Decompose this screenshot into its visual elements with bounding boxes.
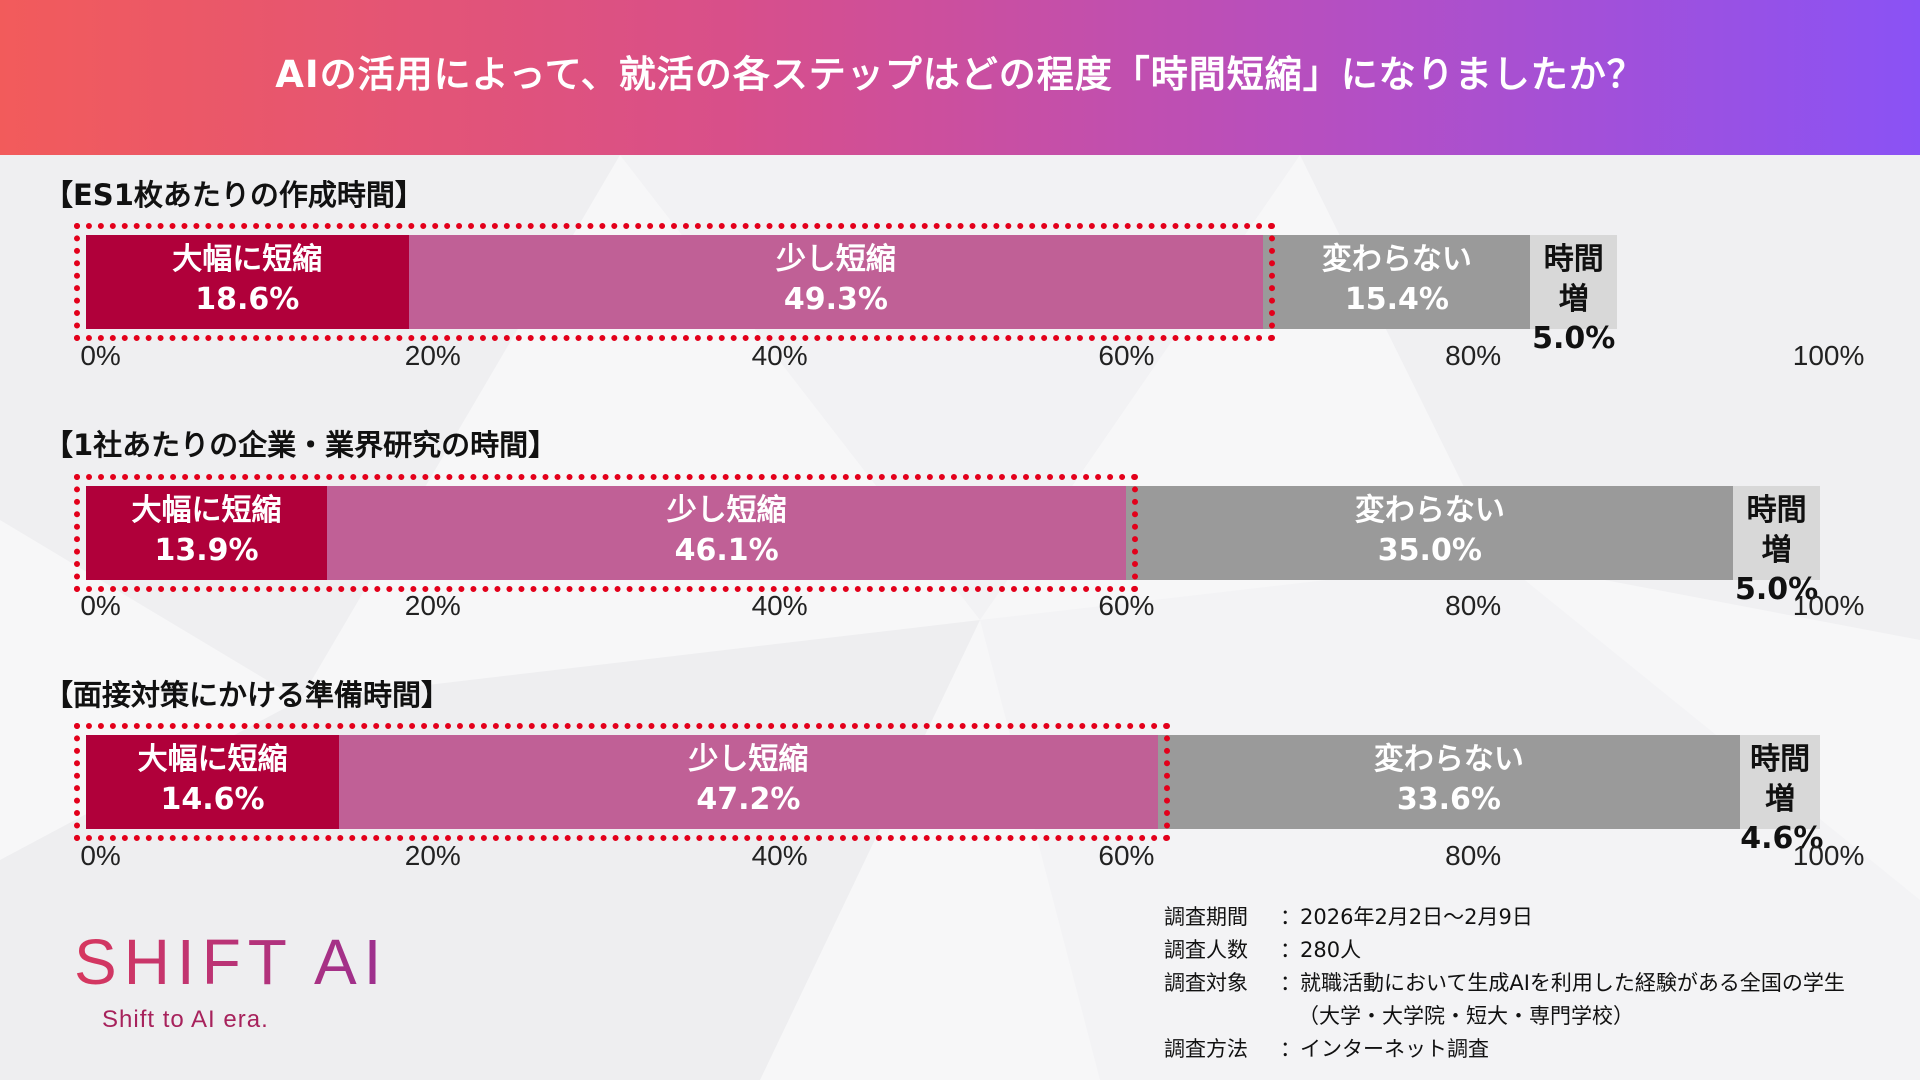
chart-main-title: AIの活用によって、就活の各ステップはどの程度「時間短縮」になりましたか？ xyxy=(275,53,1645,96)
chart-1-segment-slight-reduction: 少し短縮 49.3% xyxy=(408,235,1264,329)
chart-2-segment-slight-reduction: 少し短縮 46.1% xyxy=(327,486,1127,580)
note-value: 2026年2月2日〜2月9日 xyxy=(1300,904,1533,929)
x-tick-label: 20% xyxy=(404,340,461,371)
x-tick-label: 20% xyxy=(404,590,461,621)
chart-1-title: 【ES1枚あたりの作成時間】 xyxy=(44,178,424,212)
segment-value: 46.1% xyxy=(674,532,779,568)
survey-notes: 調査期間： 2026年2月2日〜2月9日 調査人数： 280人 調査対象：就職活動に… xyxy=(1164,899,1845,1064)
segment-label: 少し短縮 xyxy=(775,242,896,277)
chart-2-reduction-highlight xyxy=(74,474,1139,592)
note-value: 就職活動において生成AIを利用した経験がある全国の学生 xyxy=(1300,970,1845,995)
segment-value: 13.9% xyxy=(154,532,259,568)
segment-label: 少し短縮 xyxy=(666,493,787,528)
segment-label: 大幅に短縮 xyxy=(172,242,323,277)
segment-value: 33.6% xyxy=(1396,781,1501,817)
x-tick-label: 80% xyxy=(1445,340,1502,371)
x-tick-label: 20% xyxy=(404,840,461,871)
x-tick-label: 100% xyxy=(1792,840,1865,871)
chart-3-x-axis: 0% 20% 40% 60% 80% 100% xyxy=(80,840,1864,874)
chart-2-segment-time-increase: 時間増 5.0% xyxy=(1733,486,1820,607)
segment-value: 5.0% xyxy=(1735,572,1819,608)
chart-3-segment-slight-reduction: 少し短縮 47.2% xyxy=(339,735,1158,829)
segment-value: 18.6% xyxy=(195,281,300,317)
note-value: インターネット調査 xyxy=(1300,1036,1489,1061)
chart-1-segment-no-change: 変わらない 15.4% xyxy=(1263,235,1531,329)
x-tick-label: 40% xyxy=(751,840,808,871)
note-key: 調査対象 xyxy=(1164,970,1248,995)
segment-label: 時間増 xyxy=(1746,493,1807,568)
chart-1-segment-time-increase: 時間増 5.0% xyxy=(1530,235,1618,356)
chart-2-stacked-bar: 大幅に短縮 13.9% 少し短縮 46.1% 変わらない 35.0% 時間増 5.0% xyxy=(74,474,1820,607)
chart-3-title: 【面接対策にかける準備時間】 xyxy=(44,678,451,712)
note-row-period: 調査期間： 2026年2月2日〜2月9日 xyxy=(1164,899,1845,932)
chart-3-segment-time-increase: 時間増 4.6% xyxy=(1740,735,1823,856)
chart-3-segment-no-change: 変わらない 33.6% xyxy=(1157,735,1741,829)
segment-value: 35.0% xyxy=(1377,532,1482,568)
segment-value: 15.4% xyxy=(1344,281,1449,317)
segment-label: 大幅に短縮 xyxy=(137,742,288,777)
note-value: （大学・大学院・短大・専門学校） xyxy=(1298,1003,1634,1028)
segment-value: 4.6% xyxy=(1740,821,1824,857)
logo-wordmark: SHIFT AI xyxy=(74,926,389,998)
chart-2-segment-no-change: 変わらない 35.0% xyxy=(1126,486,1734,580)
chart-1-segment-major-reduction: 大幅に短縮 18.6% xyxy=(86,235,409,329)
chart-2-segment-major-reduction: 大幅に短縮 13.9% xyxy=(86,486,328,580)
chart-3-stacked-bar: 大幅に短縮 14.6% 少し短縮 47.2% 変わらない 33.6% 時間増 4.6% xyxy=(74,723,1823,856)
shift-ai-logo: SHIFT AI Shift to AI era. xyxy=(74,930,388,1034)
x-tick-label: 80% xyxy=(1445,590,1502,621)
segment-value: 14.6% xyxy=(160,781,265,817)
x-tick-label: 0% xyxy=(80,340,121,371)
segment-value: 49.3% xyxy=(783,281,888,317)
x-tick-label: 60% xyxy=(1098,590,1155,621)
header-banner: AIの活用によって、就活の各ステップはどの程度「時間短縮」になりましたか？ xyxy=(0,0,1920,155)
x-tick-label: 0% xyxy=(80,590,121,621)
x-tick-label: 0% xyxy=(80,840,121,871)
note-value: 280人 xyxy=(1300,937,1362,962)
note-row-count: 調査人数： 280人 xyxy=(1164,932,1845,965)
note-row-target: 調査対象：就職活動において生成AIを利用した経験がある全国の学生 xyxy=(1164,965,1845,998)
x-tick-label: 100% xyxy=(1792,340,1865,371)
chart-3-reduction-highlight xyxy=(74,723,1170,841)
segment-label: 変わらない xyxy=(1373,742,1524,777)
x-tick-label: 80% xyxy=(1445,840,1502,871)
note-row-method: 調査方法：インターネット調査 xyxy=(1164,1031,1845,1064)
segment-label: 変わらない xyxy=(1354,493,1505,528)
note-key: 調査方法 xyxy=(1164,1036,1248,1061)
segment-value: 47.2% xyxy=(696,781,801,817)
chart-2-x-axis: 0% 20% 40% 60% 80% 100% xyxy=(80,590,1864,624)
segment-label: 変わらない xyxy=(1321,242,1472,277)
x-tick-label: 40% xyxy=(751,340,808,371)
segment-label: 大幅に短縮 xyxy=(131,493,282,528)
note-key: 調査期間 xyxy=(1164,904,1248,929)
segment-label: 時間増 xyxy=(1543,242,1604,317)
note-key: 調査人数 xyxy=(1164,937,1248,962)
x-tick-label: 100% xyxy=(1792,590,1865,621)
x-tick-label: 60% xyxy=(1098,340,1155,371)
chart-1-stacked-bar: 大幅に短縮 18.6% 少し短縮 49.3% 変わらない 15.4% 時間増 5.0% xyxy=(74,223,1820,356)
chart-3-segment-major-reduction: 大幅に短縮 14.6% xyxy=(86,735,340,829)
x-tick-label: 40% xyxy=(751,590,808,621)
segment-value: 5.0% xyxy=(1532,321,1616,357)
chart-1-x-axis: 0% 20% 40% 60% 80% 100% xyxy=(80,340,1864,374)
chart-2-title: 【1社あたりの企業・業界研究の時間】 xyxy=(44,428,558,462)
x-tick-label: 60% xyxy=(1098,840,1155,871)
chart-1-reduction-highlight xyxy=(74,223,1276,341)
segment-label: 少し短縮 xyxy=(688,742,809,777)
note-row-target-detail: （大学・大学院・短大・専門学校） xyxy=(1164,998,1845,1031)
logo-tagline: Shift to AI era. xyxy=(102,1006,269,1033)
segment-label: 時間増 xyxy=(1750,742,1811,817)
